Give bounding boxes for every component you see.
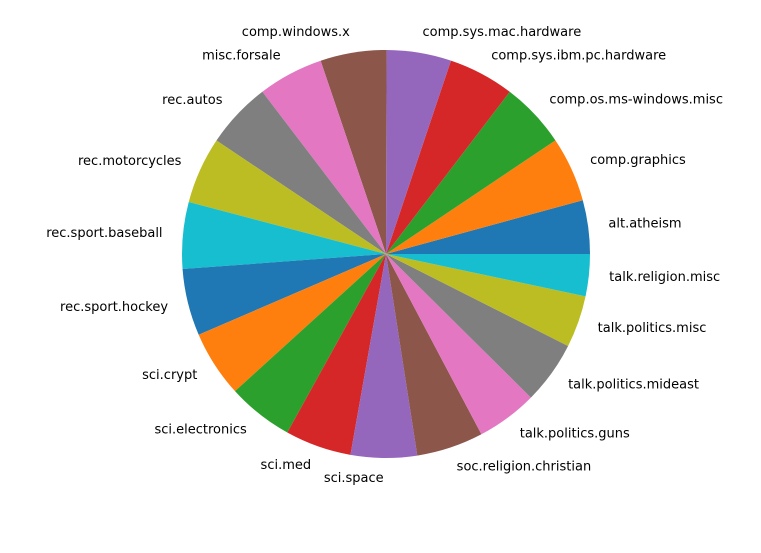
pie-slice-rec-autos [216,91,386,255]
pie-label-comp-graphics: comp.graphics [590,153,686,168]
pie-slices [182,49,590,458]
pie-label-talk-religion-misc: talk.religion.misc [609,270,720,285]
pie-labels: alt.atheism comp.graphics comp.os.ms-windo… [46,25,723,486]
pie-label-rec-sport-baseball: rec.sport.baseball [46,226,162,241]
pie-slice-comp-graphics [386,140,583,254]
pie-label-sci-crypt: sci.crypt [142,368,197,383]
pie-slice-talk-politics-mideast [386,254,569,398]
pie-slice-soc-religion-christian [386,254,482,456]
pie-slice-talk-politics-misc [386,254,586,346]
pie-label-rec-sport-hockey: rec.sport.hockey [60,300,168,315]
pie-label-talk-politics-mideast: talk.politics.mideast [568,378,699,393]
pie-label-comp-os-ms-windows-misc: comp.os.ms-windows.misc [549,93,723,108]
pie-label-rec-motorcycles: rec.motorcycles [78,154,182,169]
pie-label-comp-windows-x: comp.windows.x [242,25,350,40]
pie-slice-rec-motorcycles [188,140,386,254]
pie-label-talk-politics-misc: talk.politics.misc [598,321,707,336]
pie-slice-rec-sport-baseball [182,202,386,270]
pie-label-comp-sys-ibm-pc-hardware: comp.sys.ibm.pc.hardware [491,48,666,63]
pie-label-alt-atheism: alt.atheism [608,217,681,232]
pie-label-soc-religion-christian: soc.religion.christian [457,459,592,474]
pie-slice-comp-os-ms-windows-misc [386,91,556,254]
pie-label-sci-med: sci.med [261,458,312,473]
pie-label-misc-forsale: misc.forsale [202,48,281,63]
pie-label-sci-space: sci.space [324,471,384,486]
pie-slice-alt-atheism [386,200,590,254]
pie-slice-rec-sport-hockey [182,254,386,335]
pie-label-comp-sys-mac-hardware: comp.sys.mac.hardware [423,25,582,40]
pie-slice-comp-sys-mac-hardware [386,50,451,254]
pie-slice-sci-space [350,254,418,458]
pie-slice-misc-forsale [262,60,386,255]
pie-slice-sci-med [287,254,386,455]
pie-slice-talk-religion-misc [386,254,590,297]
pie-slice-sci-electronics [235,254,386,433]
pie-label-sci-electronics: sci.electronics [154,423,247,438]
pie-slice-sci-crypt [198,254,386,392]
pie-slice-comp-windows-x [320,49,387,255]
pie-label-talk-politics-guns: talk.politics.guns [520,427,630,442]
pie-label-rec-autos: rec.autos [162,93,223,108]
pie-slice-comp-sys-ibm-pc-hardware [386,60,510,255]
pie-slice-talk-politics-guns [386,254,531,435]
